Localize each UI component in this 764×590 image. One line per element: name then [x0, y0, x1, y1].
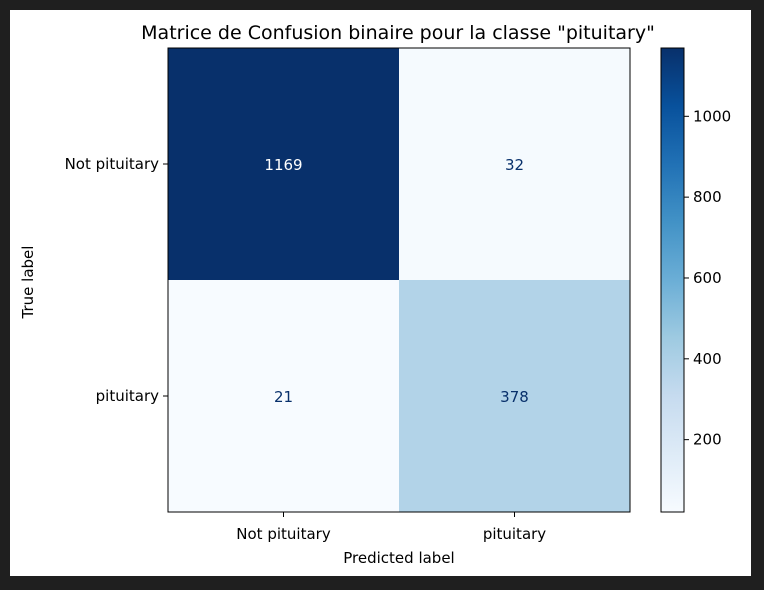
colorbar: [660, 47, 685, 513]
x-axis-label: Predicted label: [343, 549, 454, 567]
window-bottom-edge: [0, 580, 764, 590]
y-axis-label: True label: [19, 246, 37, 320]
x-axis-ticks: Not pituitary pituitary: [236, 512, 546, 543]
cell-value-1-1: 378: [500, 388, 529, 406]
colorbar-tick-label: 200: [693, 431, 722, 449]
y-axis-ticks: Not pituitary pituitary: [65, 155, 168, 405]
matrix-cell-0-1: [399, 48, 630, 280]
colorbar-tick-label: 400: [693, 350, 722, 368]
x-tick-label: Not pituitary: [236, 525, 331, 543]
colorbar-tick-label: 800: [693, 188, 722, 206]
matrix-cell-labels: 1169 32 21 378: [264, 156, 528, 406]
x-tick-label: pituitary: [483, 525, 546, 543]
matrix-cell-0-0: [168, 48, 399, 280]
colorbar-ticks: 200 400 600 800 1000: [684, 107, 731, 449]
cell-value-0-1: 32: [505, 156, 524, 174]
confusion-matrix-chart: Matrice de Confusion binaire pour la cla…: [19, 22, 731, 567]
matrix-cell-1-0: [168, 280, 399, 512]
plot-border: [167, 47, 631, 513]
y-tick-label: Not pituitary: [65, 155, 160, 173]
chart-title: Matrice de Confusion binaire pour la cla…: [141, 22, 655, 44]
y-tick-label: pituitary: [96, 387, 159, 405]
matrix-cells: [168, 48, 630, 512]
cell-value-1-0: 21: [274, 388, 293, 406]
cell-value-0-0: 1169: [264, 156, 302, 174]
figure-frame: Matrice de Confusion binaire pour la cla…: [10, 10, 751, 576]
matrix-cell-1-1: [399, 280, 630, 512]
colorbar-tick-label: 1000: [693, 107, 731, 125]
colorbar-tick-label: 600: [693, 269, 722, 287]
